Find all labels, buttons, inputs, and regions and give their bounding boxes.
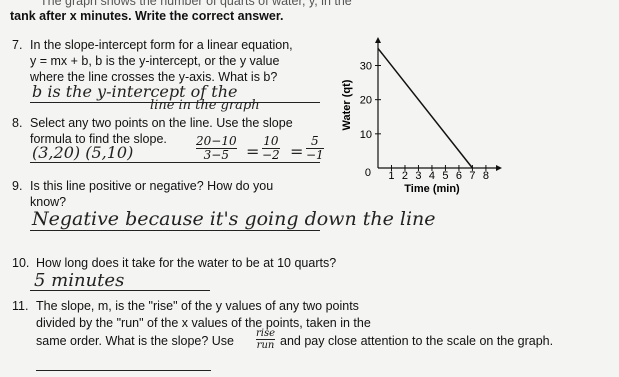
fraction: 20−10 3−5 xyxy=(196,135,237,162)
arrow xyxy=(496,165,502,171)
question-text: The slope, m, is the "rise" of the y val… xyxy=(36,299,359,313)
question-number: 11. xyxy=(12,299,29,313)
x-tick-label: 3 xyxy=(415,170,421,182)
denominator: run xyxy=(256,340,275,351)
answer-line xyxy=(30,290,210,291)
y-tick-label: 10 xyxy=(360,129,372,141)
answer-line xyxy=(30,162,320,163)
x-tick-label: 8 xyxy=(483,170,489,182)
header-line: The graph shows the number of quarts of … xyxy=(40,0,352,8)
question-number: 9. xyxy=(12,179,23,193)
x-tick-label: 2 xyxy=(402,170,408,182)
y-axis-label: Water (qt) xyxy=(341,79,353,130)
denominator: 3−5 xyxy=(203,148,229,162)
y-tick-label: 20 xyxy=(360,95,372,107)
fraction: 5 −1 xyxy=(306,135,324,162)
denominator: −2 xyxy=(262,148,280,162)
header-line: tank after x minutes. Write the correct … xyxy=(10,9,284,23)
question-text: How long does it take for the water to b… xyxy=(36,256,337,270)
x-tick-label: 1 xyxy=(388,170,394,182)
answer-line xyxy=(30,230,320,231)
answer-line xyxy=(30,102,320,103)
question-text: y = mx + b, b is the y-intercept, or the… xyxy=(30,54,280,68)
numerator: rise xyxy=(256,328,276,340)
question-number: 8. xyxy=(12,116,23,130)
y-tick-label: 30 xyxy=(360,61,372,73)
question-text: formula to find the slope. xyxy=(30,132,167,146)
handwritten-answer: line in the graph xyxy=(150,98,260,113)
x-tick-label: 7 xyxy=(469,170,475,182)
numerator: 5 xyxy=(306,135,324,149)
question-text: Is this line positive or negative? How d… xyxy=(30,179,274,193)
fraction: rise run xyxy=(256,328,276,351)
x-tick-label: 4 xyxy=(429,170,435,182)
arrow xyxy=(375,37,381,43)
question-text: know? xyxy=(30,195,67,209)
x-tick-label: 5 xyxy=(442,170,448,182)
equals: = xyxy=(246,142,260,161)
fraction: 10 −2 xyxy=(262,135,280,162)
handwritten-answer: 5 minutes xyxy=(34,270,125,291)
question-text: divided by the "run" of the x values of … xyxy=(36,316,371,330)
denominator: −1 xyxy=(306,148,324,162)
handwritten-answer: b is the y-intercept of the xyxy=(32,82,238,101)
handwritten-answer: Negative because it's going down the lin… xyxy=(32,208,436,230)
question-text: In the slope-intercept form for a linear… xyxy=(30,38,293,52)
equals: = xyxy=(290,142,304,161)
numerator: 10 xyxy=(262,134,280,149)
x-axis-label: Time (min) xyxy=(404,183,460,195)
origin-label: 0 xyxy=(365,167,371,179)
question-text: same order. What is the slope? Use xyxy=(36,334,235,348)
question-number: 7. xyxy=(12,38,23,52)
question-text: Select any two points on the line. Use t… xyxy=(30,116,293,130)
answer-line xyxy=(36,370,211,371)
data-line xyxy=(377,47,474,169)
question-text: and pay close attention to the scale on … xyxy=(280,334,554,348)
question-text: where the line crosses the y-axis. What … xyxy=(30,70,278,84)
question-number: 10. xyxy=(12,256,30,270)
x-tick-label: 6 xyxy=(456,170,462,182)
numerator: 20−10 xyxy=(196,134,237,149)
handwritten-answer: (3,20) (5,10) xyxy=(32,143,134,162)
